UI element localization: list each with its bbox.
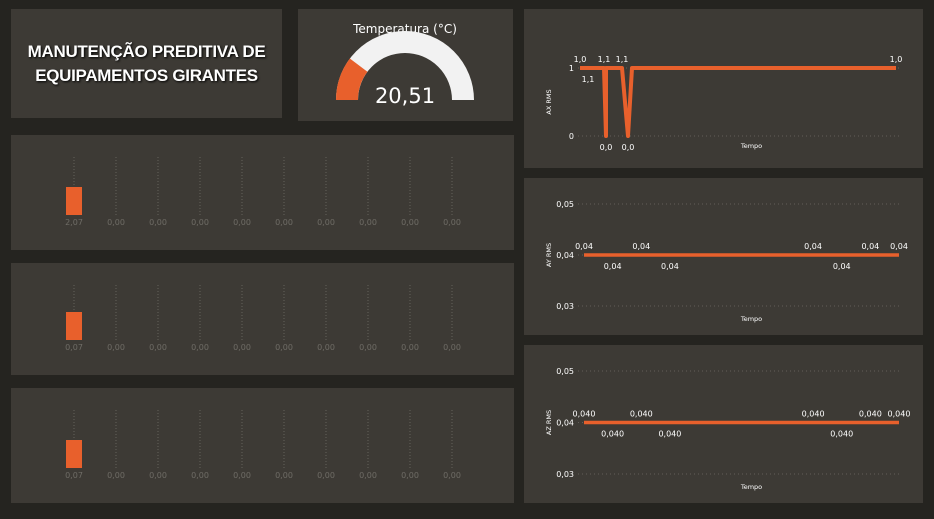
rms-bars-chart-2: 0,07 0,00 0,00 0,00 0,00 0,00 0,00 0,00 0,00 0,00 — [65, 285, 461, 352]
y-tick-label: 0,03 — [556, 302, 574, 311]
gauge-title: Temperatura (°C) — [352, 22, 457, 36]
bar-value-label: 0,00 — [275, 218, 293, 227]
bar-value-label: 0,00 — [107, 218, 125, 227]
bar-value-label: 0,00 — [317, 471, 335, 480]
bar-value-label: 0,00 — [233, 471, 251, 480]
y-axis-title: AX RMS — [545, 89, 553, 114]
ax-rms-chart: 0 1 AX RMS Tempo 1,0 1,1 1,1 0,0 1,1 0,0 1,0 — [545, 55, 903, 152]
ay-rms-card: 0,05 0,04 0,03 AY RMS Tempo 0,04 0,04 0,04 0,04 0… — [524, 178, 923, 335]
dashboard-title: MANUTENÇÃO PREDITIVA DE EQUIPAMENTOS GIR… — [28, 40, 266, 88]
temperature-gauge-card: Temperatura (°C) 20,51 — [298, 9, 513, 121]
title-card: MANUTENÇÃO PREDITIVA DE EQUIPAMENTOS GIR… — [11, 9, 282, 118]
data-label: 1,0 — [890, 55, 903, 64]
data-label: 0,040 — [802, 410, 825, 419]
bar-value-label: 0,00 — [443, 343, 461, 352]
bar-value-label: 0,00 — [191, 218, 209, 227]
x-axis-title: Tempo — [740, 315, 762, 323]
data-label: 0,04 — [661, 262, 679, 271]
y-tick-label: 1 — [569, 64, 574, 73]
bar-value-label: 0,00 — [401, 471, 419, 480]
gauge-value: 20,51 — [375, 84, 435, 108]
series-line — [580, 66, 896, 138]
y-axis-title: AZ RMS — [545, 410, 553, 435]
bar-value-label: 0,00 — [359, 471, 377, 480]
dashboard-title-line2: EQUIPAMENTOS GIRANTES — [35, 65, 258, 85]
data-label: 0,0 — [622, 143, 635, 152]
rms-bar — [66, 440, 82, 468]
rms-bars-card-3: 0,07 0,00 0,00 0,00 0,00 0,00 0,00 0,00 0,00 0,00 — [11, 388, 514, 503]
bar-value-label: 0,00 — [191, 471, 209, 480]
data-label: 0,040 — [601, 430, 624, 439]
y-tick-label: 0,04 — [556, 251, 574, 260]
y-tick-label: 0 — [569, 132, 574, 141]
az-rms-card: 0,05 0,04 0,03 AZ RMS Tempo 0,040 0,040 0,040 0,… — [524, 345, 923, 503]
data-label: 0,04 — [890, 242, 908, 251]
bar-value-label: 0,00 — [275, 343, 293, 352]
bar-value-label: 0,00 — [233, 343, 251, 352]
bar-value-label: 0,00 — [149, 343, 167, 352]
bar-value-label: 0,00 — [191, 343, 209, 352]
temperature-gauge: Temperatura (°C) 20,51 — [336, 22, 474, 108]
bar-value-label: 0,00 — [317, 218, 335, 227]
data-label: 0,040 — [888, 410, 911, 419]
y-tick-label: 0,05 — [556, 200, 574, 209]
bar-value-label: 0,00 — [401, 343, 419, 352]
x-axis-title: Tempo — [740, 483, 762, 491]
data-label: 0,040 — [830, 430, 853, 439]
bar-value-label: 0,00 — [443, 471, 461, 480]
bar-value-label: 0,07 — [65, 343, 83, 352]
bar-value-label: 0,00 — [149, 471, 167, 480]
bar-value-label: 0,00 — [149, 218, 167, 227]
data-label: 0,04 — [833, 262, 851, 271]
dashboard-title-line1: MANUTENÇÃO PREDITIVA DE — [27, 41, 266, 61]
x-axis-title: Tempo — [740, 142, 762, 150]
bar-value-label: 0,07 — [65, 471, 83, 480]
rms-bars-card-2: 0,07 0,00 0,00 0,00 0,00 0,00 0,00 0,00 0,00 0,00 — [11, 263, 514, 375]
bar-value-label: 2,07 — [65, 218, 83, 227]
y-tick-label: 0,05 — [556, 367, 574, 376]
rms-bars-chart-3: 0,07 0,00 0,00 0,00 0,00 0,00 0,00 0,00 0,00 0,00 — [65, 410, 461, 480]
bar-value-label: 0,00 — [275, 471, 293, 480]
data-label: 0,04 — [604, 262, 622, 271]
gauge-fill — [336, 58, 368, 101]
bar-value-label: 0,00 — [107, 471, 125, 480]
data-label: 0,040 — [630, 410, 653, 419]
rms-bars-chart-1: 2,07 0,00 0,00 0,00 0,00 0,00 0,00 0,00 0,00 0,00 — [65, 157, 461, 227]
data-label: 1,1 — [598, 55, 611, 64]
data-label: 1,1 — [616, 55, 629, 64]
ax-rms-card: 0 1 AX RMS Tempo 1,0 1,1 1,1 0,0 1,1 0,0 1,0 — [524, 9, 923, 168]
data-label: 1,0 — [574, 55, 587, 64]
data-label: 0,040 — [573, 410, 596, 419]
data-label: 0,04 — [575, 242, 593, 251]
data-label: 0,04 — [632, 242, 650, 251]
y-tick-label: 0,04 — [556, 419, 574, 428]
bar-value-label: 0,00 — [107, 343, 125, 352]
bar-value-label: 0,00 — [359, 218, 377, 227]
data-label: 0,0 — [600, 143, 613, 152]
bar-value-label: 0,00 — [359, 343, 377, 352]
rms-bar — [66, 187, 82, 215]
data-label: 0,040 — [859, 410, 882, 419]
data-label: 0,04 — [804, 242, 822, 251]
rms-bars-card-1: 2,07 0,00 0,00 0,00 0,00 0,00 0,00 0,00 0,00 0,00 — [11, 135, 514, 250]
az-rms-chart: 0,05 0,04 0,03 AZ RMS Tempo 0,040 0,040 0,040 0,… — [545, 367, 911, 491]
bar-value-label: 0,00 — [443, 218, 461, 227]
bar-value-label: 0,00 — [317, 343, 335, 352]
data-label: 1,1 — [582, 75, 595, 84]
y-axis-title: AY RMS — [545, 243, 553, 267]
bar-value-label: 0,00 — [233, 218, 251, 227]
y-tick-label: 0,03 — [556, 470, 574, 479]
data-label: 0,040 — [658, 430, 681, 439]
bar-value-label: 0,00 — [401, 218, 419, 227]
rms-bar — [66, 312, 82, 340]
data-label: 0,04 — [861, 242, 879, 251]
